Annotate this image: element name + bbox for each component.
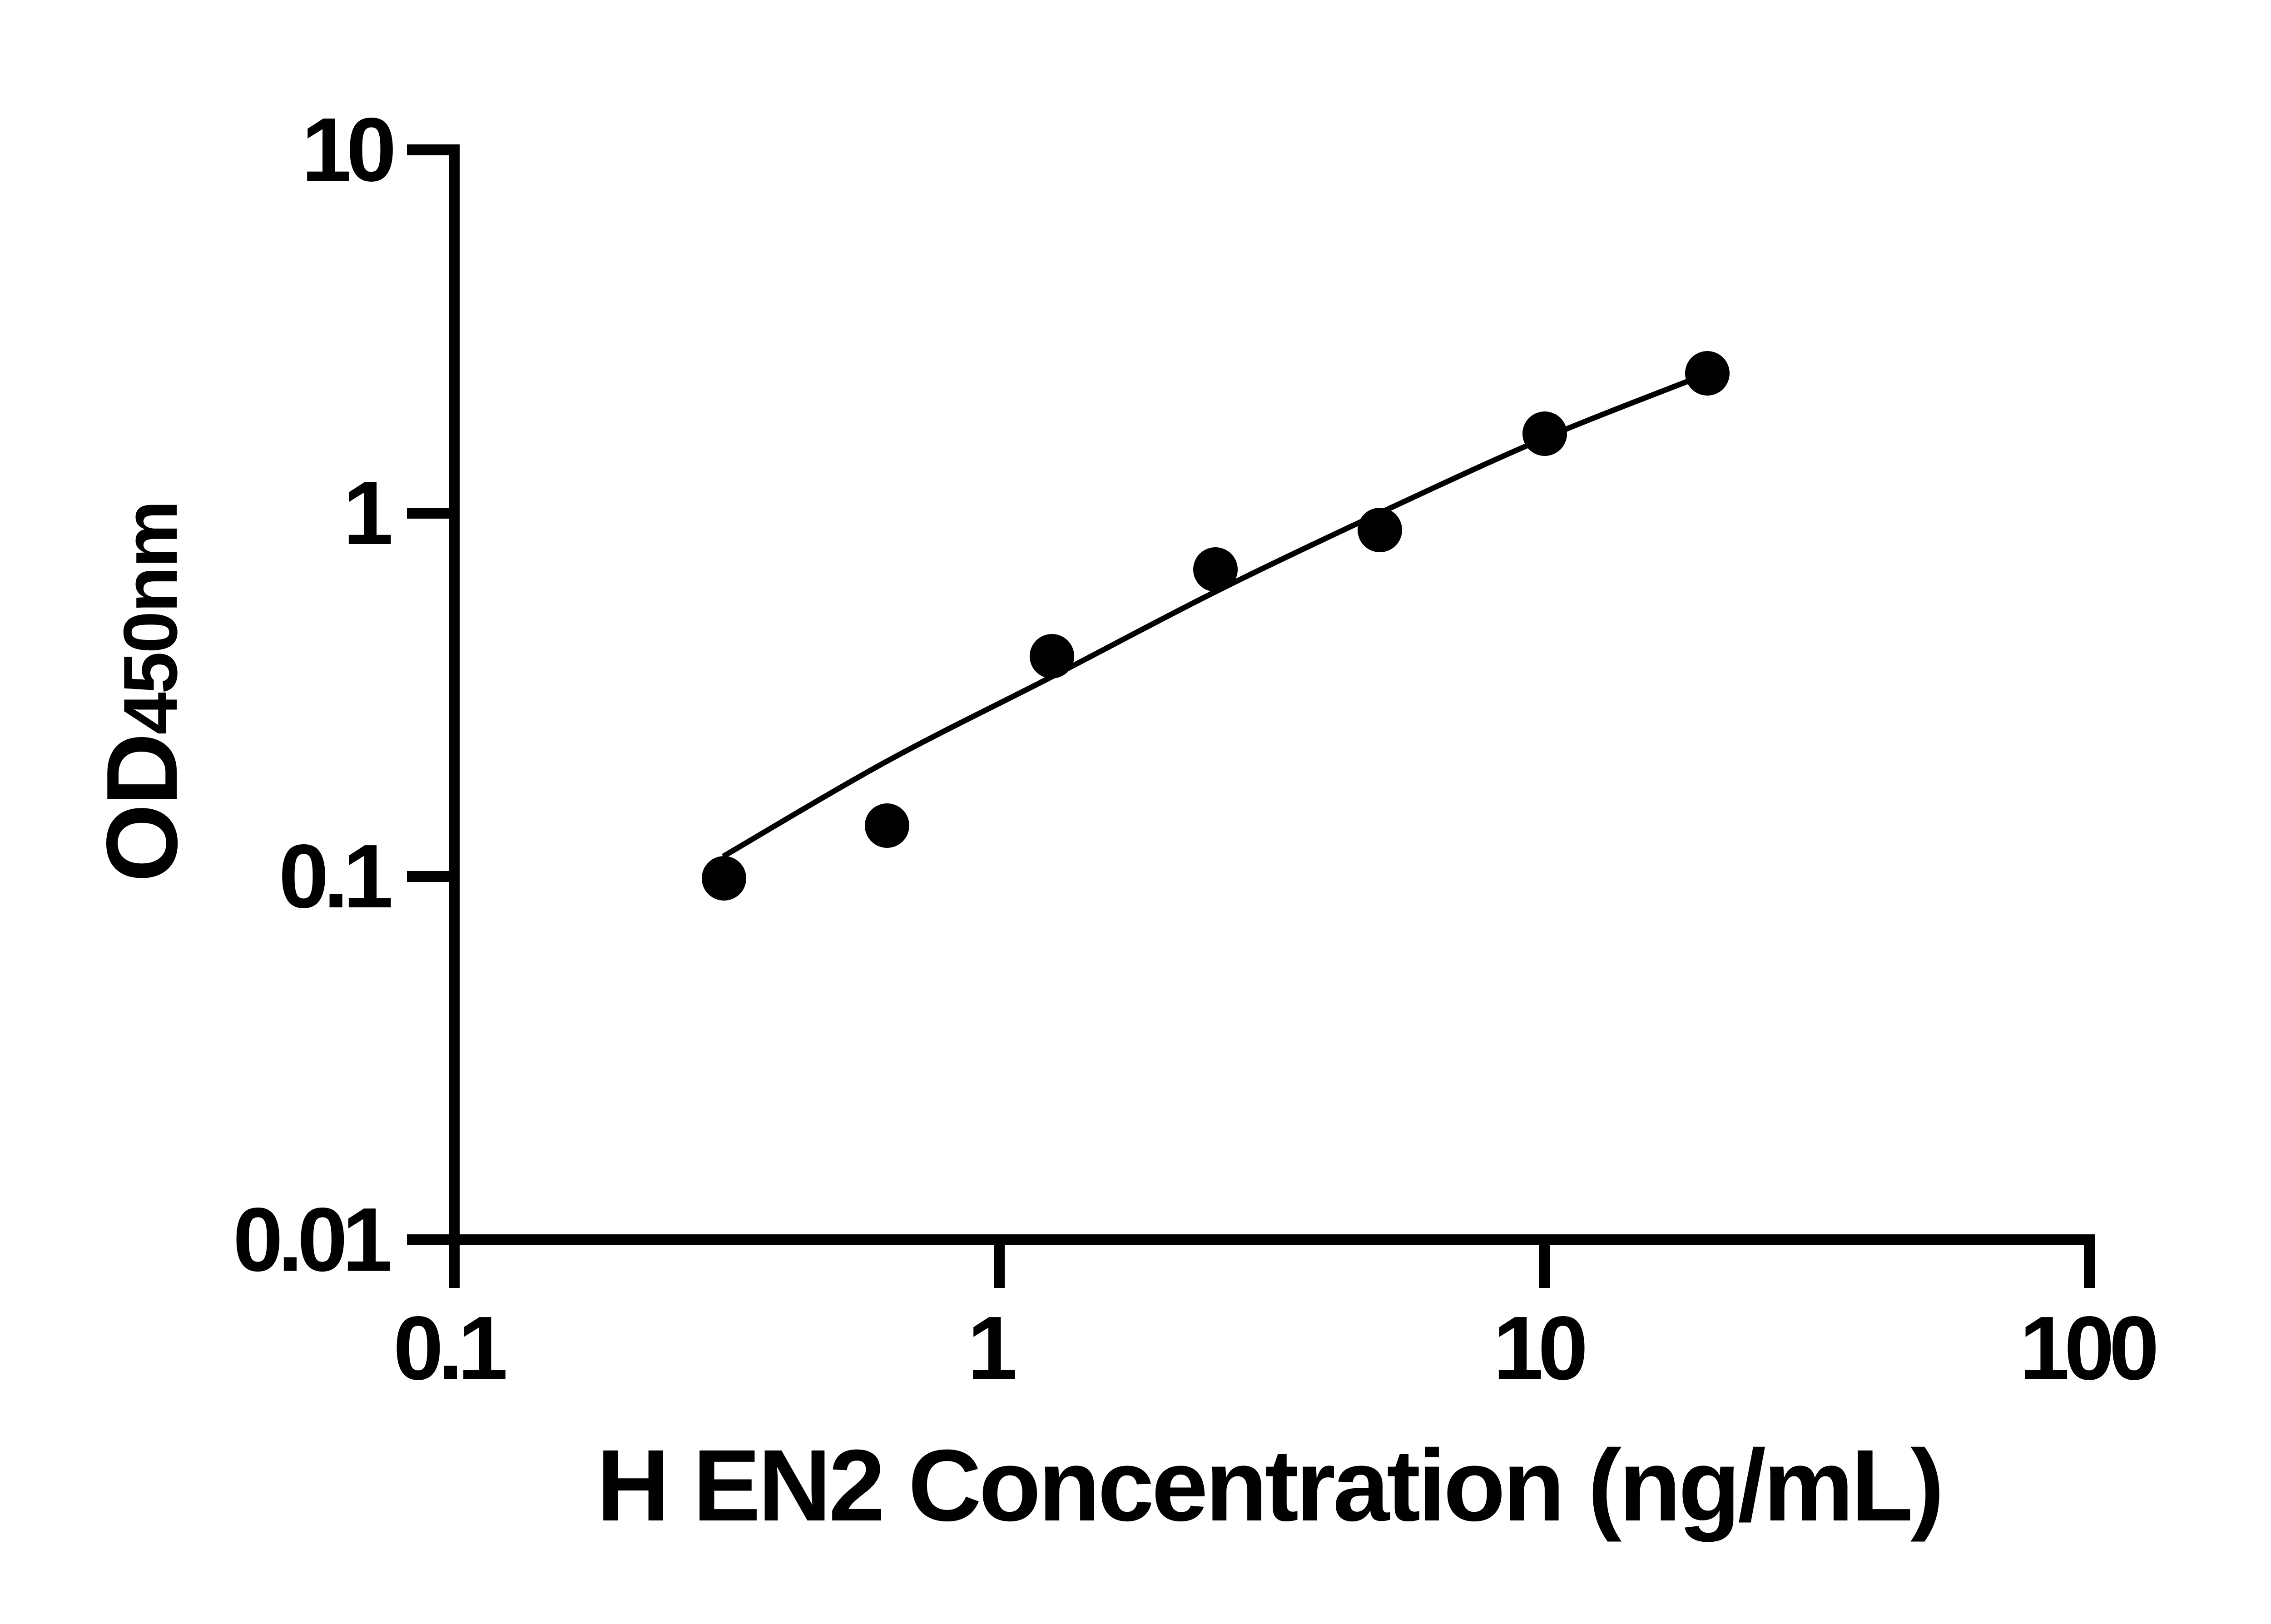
svg-text:0.1: 0.1	[278, 826, 391, 927]
svg-text:100: 100	[2019, 1298, 2156, 1399]
svg-text:OD450nm: OD450nm	[86, 502, 198, 882]
svg-text:0.1: 0.1	[393, 1298, 506, 1399]
svg-text:10: 10	[302, 99, 393, 200]
svg-text:1: 1	[967, 1298, 1016, 1399]
svg-text:1: 1	[343, 463, 391, 564]
svg-text:H EN2 Concentration (ng/mL): H EN2 Concentration (ng/mL)	[596, 1429, 1942, 1542]
svg-text:10: 10	[1493, 1298, 1585, 1399]
svg-text:0.01: 0.01	[233, 1189, 391, 1290]
